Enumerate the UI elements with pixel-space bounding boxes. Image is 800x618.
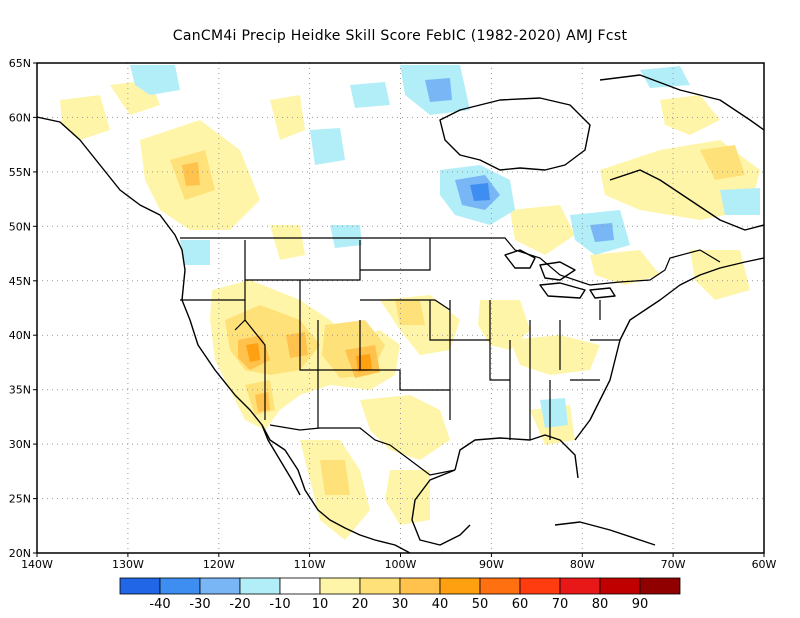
- high-skill-region: [182, 162, 200, 186]
- labrador-coast: [609, 169, 764, 231]
- canada-us-border: [180, 237, 721, 286]
- colorbar-label: 90: [632, 597, 649, 612]
- colorbar-label: 60: [512, 597, 529, 612]
- coastlines-and-borders: [37, 74, 764, 553]
- lat-tick-label: 25N: [9, 493, 31, 506]
- colorbar-swatch: [639, 577, 681, 595]
- negative-skill-region: [640, 66, 690, 88]
- very-high-skill-region: [246, 343, 260, 362]
- colorbar-swatch: [479, 577, 521, 595]
- west-coastline: [37, 116, 411, 553]
- colorbar-swatch: [599, 577, 641, 595]
- high-skill-region: [255, 392, 270, 412]
- high-skill-region: [286, 332, 308, 358]
- colorbar-swatch: [279, 577, 321, 595]
- state-lines: [180, 238, 620, 440]
- positive-skill-region: [478, 300, 530, 350]
- colorbar-swatch: [119, 577, 161, 595]
- lon-tick-label: 100W: [385, 558, 417, 571]
- negative-skill-region: [540, 398, 568, 428]
- very-high-skill-region: [356, 354, 372, 372]
- colorbar-swatch: [239, 577, 281, 595]
- colorbar-label: 50: [472, 597, 489, 612]
- colorbar-swatch: [439, 577, 481, 595]
- positive-skill-region: [510, 205, 575, 255]
- east-coastline: [574, 257, 764, 441]
- lon-tick-label: 110W: [294, 558, 326, 571]
- lat-tick-label: 45N: [9, 275, 31, 288]
- colorbar-swatch: [399, 577, 441, 595]
- negative-skill-region: [130, 65, 180, 95]
- negative-skill-region: [350, 82, 390, 108]
- lon-tick-label: 140W: [21, 558, 53, 571]
- colorbar-swatch: [159, 577, 201, 595]
- lon-tick-label: 90W: [479, 558, 504, 571]
- colorbar-swatch: [199, 577, 241, 595]
- lat-tick-label: 30N: [9, 438, 31, 451]
- us-mexico-border: [269, 424, 456, 476]
- lon-tick-label: 120W: [203, 558, 235, 571]
- lat-tick-label: 55N: [9, 166, 31, 179]
- axis-ticks: [33, 62, 765, 557]
- colorbar-label: -30: [189, 597, 210, 612]
- lon-tick-label: 70W: [661, 558, 686, 571]
- colorbar-swatch: [559, 577, 601, 595]
- skill-score-field: [60, 65, 760, 540]
- strong-negative-region: [425, 78, 452, 102]
- positive-skill-region: [590, 250, 660, 285]
- lat-tick-label: 65N: [9, 57, 31, 70]
- colorbar-swatch: [359, 577, 401, 595]
- negative-skill-region: [180, 240, 210, 265]
- positive-skill-region: [360, 395, 450, 460]
- lon-tick-label: 80W: [570, 558, 595, 571]
- strong-negative-region: [470, 183, 490, 201]
- baja-peninsula: [261, 424, 301, 496]
- colorbar: -40 -30 -20 -10 10 20 30 40 50 60 70 80 90: [119, 577, 681, 612]
- positive-skill-region: [510, 335, 600, 375]
- latitude-labels: 65N 60N 55N 50N 45N 40N 35N 30N 25N 20N: [9, 57, 31, 560]
- moderate-skill-region: [395, 300, 425, 325]
- colorbar-swatch: [319, 577, 361, 595]
- lon-tick-label: 60W: [752, 558, 777, 571]
- chart-title: CanCM4i Precip Heidke Skill Score FebIC …: [172, 28, 628, 44]
- hudson-bay: [439, 97, 591, 171]
- colorbar-label: 40: [432, 597, 449, 612]
- lat-tick-label: 20N: [9, 547, 31, 560]
- negative-skill-region: [720, 188, 760, 215]
- great-lakes: [504, 249, 616, 299]
- colorbar-label: -10: [269, 597, 290, 612]
- political-borders: [180, 237, 721, 476]
- colorbar-swatch: [519, 577, 561, 595]
- lat-tick-label: 40N: [9, 329, 31, 342]
- colorbar-label: 30: [392, 597, 409, 612]
- lat-tick-label: 60N: [9, 111, 31, 124]
- strong-negative-region: [590, 223, 614, 242]
- colorbar-label: 80: [592, 597, 609, 612]
- positive-skill-region: [690, 250, 750, 300]
- moderate-skill-region: [320, 460, 350, 495]
- colorbar-label: -20: [229, 597, 250, 612]
- positive-skill-region: [660, 95, 720, 135]
- colorbar-label: 20: [352, 597, 369, 612]
- lat-tick-label: 50N: [9, 220, 31, 233]
- lon-tick-label: 130W: [112, 558, 144, 571]
- negative-skill-region: [330, 225, 362, 248]
- positive-skill-region: [60, 95, 110, 140]
- positive-skill-region: [270, 225, 305, 260]
- positive-skill-region: [385, 470, 430, 525]
- gulf-coast: [411, 469, 471, 546]
- colorbar-label: 10: [312, 597, 329, 612]
- arctic-islands: [599, 74, 764, 131]
- longitude-labels: 140W 130W 120W 110W 100W 90W 80W 70W 60W: [21, 558, 776, 571]
- colorbar-label: -40: [149, 597, 170, 612]
- negative-skill-region: [310, 128, 345, 165]
- moderate-skill-region: [700, 145, 745, 180]
- lat-tick-label: 35N: [9, 384, 31, 397]
- colorbar-label: 70: [552, 597, 569, 612]
- cuba: [554, 521, 656, 546]
